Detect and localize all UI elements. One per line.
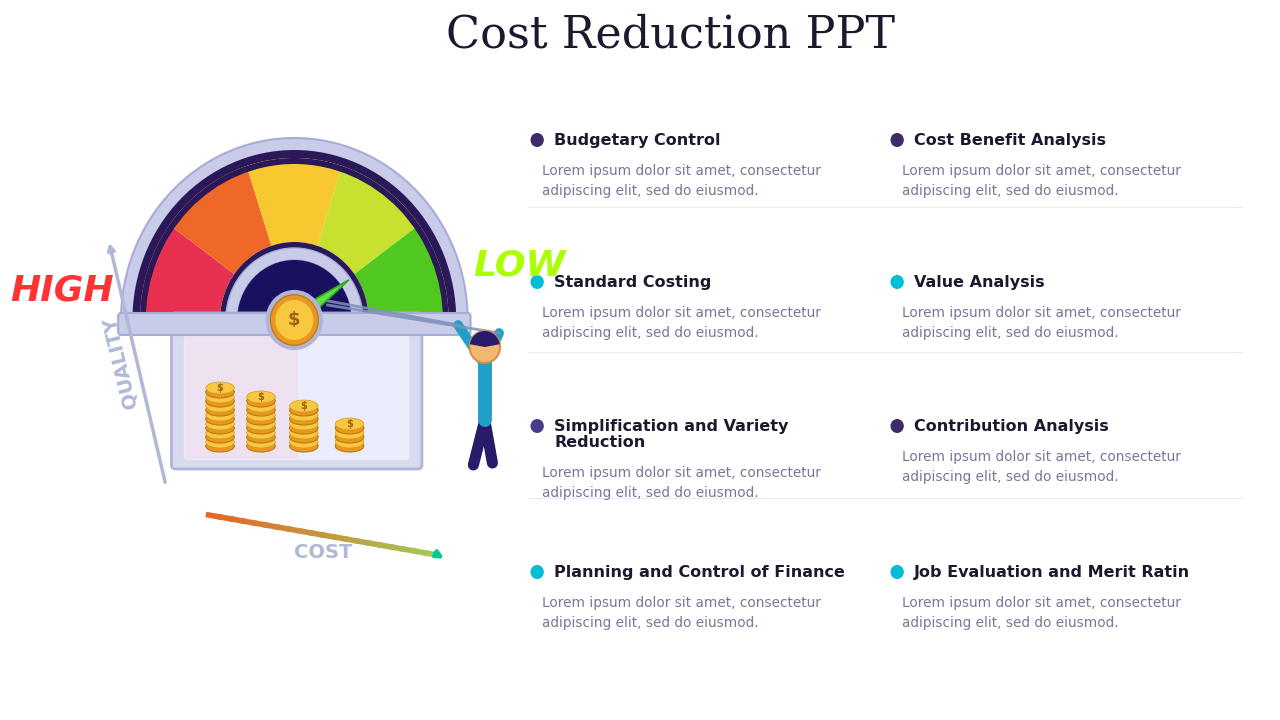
- Ellipse shape: [247, 427, 275, 439]
- Ellipse shape: [206, 440, 234, 452]
- Ellipse shape: [289, 422, 319, 434]
- Ellipse shape: [289, 400, 319, 412]
- Ellipse shape: [206, 431, 234, 443]
- Text: Lorem ipsum dolor sit amet, consectetur
adipiscing elit, sed do eiusmod.: Lorem ipsum dolor sit amet, consectetur …: [541, 164, 820, 197]
- Text: Simplification and Variety: Simplification and Variety: [554, 418, 788, 433]
- Wedge shape: [470, 331, 499, 347]
- Ellipse shape: [247, 440, 275, 452]
- Ellipse shape: [247, 391, 275, 403]
- Text: Cost Reduction PPT: Cost Reduction PPT: [445, 14, 895, 57]
- Ellipse shape: [289, 436, 319, 448]
- Wedge shape: [225, 248, 364, 320]
- FancyBboxPatch shape: [172, 313, 422, 469]
- Ellipse shape: [206, 386, 234, 398]
- Circle shape: [270, 294, 319, 346]
- Ellipse shape: [206, 391, 234, 403]
- Ellipse shape: [206, 404, 234, 416]
- Circle shape: [530, 565, 544, 579]
- Circle shape: [891, 133, 904, 147]
- Text: LOW: LOW: [474, 248, 566, 282]
- Text: QUALITY: QUALITY: [100, 315, 141, 410]
- Circle shape: [891, 419, 904, 433]
- Text: Lorem ipsum dolor sit amet, consectetur
adipiscing elit, sed do eiusmod.: Lorem ipsum dolor sit amet, consectetur …: [541, 466, 820, 500]
- Ellipse shape: [206, 409, 234, 421]
- Wedge shape: [122, 138, 467, 320]
- Ellipse shape: [247, 422, 275, 434]
- Ellipse shape: [289, 409, 319, 421]
- Ellipse shape: [206, 427, 234, 439]
- Circle shape: [470, 331, 500, 363]
- Ellipse shape: [206, 413, 234, 425]
- Wedge shape: [140, 225, 234, 320]
- Ellipse shape: [289, 418, 319, 430]
- Text: Job Evaluation and Merit Ratin: Job Evaluation and Merit Ratin: [914, 564, 1190, 580]
- Text: Standard Costing: Standard Costing: [554, 274, 712, 289]
- Wedge shape: [237, 260, 352, 320]
- Ellipse shape: [289, 404, 319, 416]
- FancyBboxPatch shape: [184, 322, 410, 460]
- Text: Lorem ipsum dolor sit amet, consectetur
adipiscing elit, sed do eiusmod.: Lorem ipsum dolor sit amet, consectetur …: [902, 596, 1180, 629]
- Ellipse shape: [335, 436, 364, 448]
- Text: Lorem ipsum dolor sit amet, consectetur
adipiscing elit, sed do eiusmod.: Lorem ipsum dolor sit amet, consectetur …: [902, 306, 1180, 340]
- Ellipse shape: [289, 440, 319, 452]
- Ellipse shape: [206, 395, 234, 407]
- Text: $: $: [288, 311, 301, 329]
- Text: $: $: [346, 419, 353, 429]
- Text: Contribution Analysis: Contribution Analysis: [914, 418, 1108, 433]
- Ellipse shape: [206, 436, 234, 448]
- Ellipse shape: [335, 418, 364, 430]
- Ellipse shape: [247, 413, 275, 425]
- Wedge shape: [317, 166, 419, 274]
- Text: $: $: [216, 383, 224, 393]
- Text: Lorem ipsum dolor sit amet, consectetur
adipiscing elit, sed do eiusmod.: Lorem ipsum dolor sit amet, consectetur …: [541, 596, 820, 629]
- Ellipse shape: [247, 404, 275, 416]
- Text: Budgetary Control: Budgetary Control: [554, 132, 721, 148]
- FancyBboxPatch shape: [118, 313, 471, 335]
- Ellipse shape: [206, 400, 234, 412]
- Text: Planning and Control of Finance: Planning and Control of Finance: [554, 564, 845, 580]
- Ellipse shape: [335, 431, 364, 443]
- Ellipse shape: [247, 400, 275, 412]
- Text: Value Analysis: Value Analysis: [914, 274, 1044, 289]
- Wedge shape: [355, 225, 448, 320]
- Circle shape: [530, 275, 544, 289]
- Circle shape: [530, 419, 544, 433]
- Ellipse shape: [247, 409, 275, 421]
- Ellipse shape: [289, 413, 319, 425]
- Text: Reduction: Reduction: [554, 434, 645, 449]
- Text: Lorem ipsum dolor sit amet, consectetur
adipiscing elit, sed do eiusmod.: Lorem ipsum dolor sit amet, consectetur …: [902, 164, 1180, 197]
- Wedge shape: [140, 158, 448, 320]
- Circle shape: [891, 565, 904, 579]
- Ellipse shape: [206, 418, 234, 430]
- Text: Cost Benefit Analysis: Cost Benefit Analysis: [914, 132, 1106, 148]
- Text: $: $: [301, 401, 307, 411]
- Polygon shape: [291, 280, 349, 327]
- Ellipse shape: [247, 431, 275, 443]
- Text: HIGH: HIGH: [10, 273, 114, 307]
- Text: Lorem ipsum dolor sit amet, consectetur
adipiscing elit, sed do eiusmod.: Lorem ipsum dolor sit amet, consectetur …: [902, 450, 1180, 484]
- FancyBboxPatch shape: [184, 323, 298, 459]
- Ellipse shape: [289, 431, 319, 443]
- Wedge shape: [132, 150, 456, 320]
- Circle shape: [275, 300, 314, 340]
- Text: COST: COST: [293, 544, 352, 562]
- Text: $: $: [257, 392, 265, 402]
- Ellipse shape: [206, 382, 234, 394]
- Ellipse shape: [335, 440, 364, 452]
- Circle shape: [891, 275, 904, 289]
- Ellipse shape: [247, 418, 275, 430]
- Circle shape: [530, 133, 544, 147]
- Ellipse shape: [206, 422, 234, 434]
- Text: Lorem ipsum dolor sit amet, consectetur
adipiscing elit, sed do eiusmod.: Lorem ipsum dolor sit amet, consectetur …: [541, 306, 820, 340]
- Wedge shape: [220, 242, 369, 320]
- Ellipse shape: [247, 436, 275, 448]
- Ellipse shape: [289, 427, 319, 439]
- Ellipse shape: [247, 395, 275, 407]
- Ellipse shape: [335, 422, 364, 434]
- Ellipse shape: [335, 427, 364, 439]
- Wedge shape: [169, 166, 271, 274]
- Wedge shape: [247, 158, 342, 246]
